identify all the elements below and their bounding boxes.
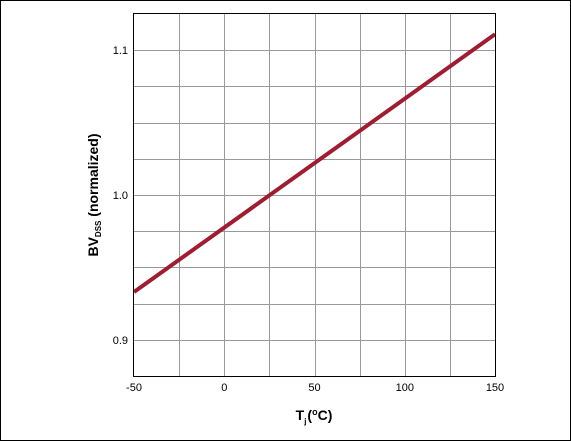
- x-axis-title-unit: C): [318, 407, 333, 423]
- y-tick-labels: 0.9 1.0 1.1: [113, 45, 128, 347]
- x-tick-labels: -50 0 50 100 150: [126, 382, 504, 394]
- series-layer: [132, 32, 497, 294]
- y-axis-title: BVDSS (normalized): [85, 133, 103, 256]
- x-axis-title-paren: (: [307, 407, 312, 423]
- y-tick-label: 0.9: [113, 335, 128, 347]
- grid-layer: [134, 14, 495, 376]
- x-tick-label: 50: [308, 382, 320, 394]
- x-tick-label: 0: [221, 382, 227, 394]
- y-axis-title-main: BV: [85, 236, 101, 256]
- series-line: [132, 32, 497, 294]
- x-axis-title: Tj(oC): [296, 407, 333, 426]
- y-tick-label: 1.1: [113, 45, 128, 57]
- plot-area-border: [133, 13, 496, 377]
- y-tick-label: 1.0: [113, 190, 128, 202]
- x-tick-label: 150: [486, 382, 504, 394]
- y-axis-title-rest: (normalized): [85, 133, 101, 220]
- x-axis-title-main: T: [296, 407, 305, 423]
- y-axis-title-sub: DSS: [94, 220, 103, 237]
- x-tick-label: 100: [396, 382, 414, 394]
- x-axis-title-sub: j: [303, 417, 306, 426]
- x-axis-title-sup: o: [312, 407, 318, 417]
- x-tick-label: -50: [126, 382, 142, 394]
